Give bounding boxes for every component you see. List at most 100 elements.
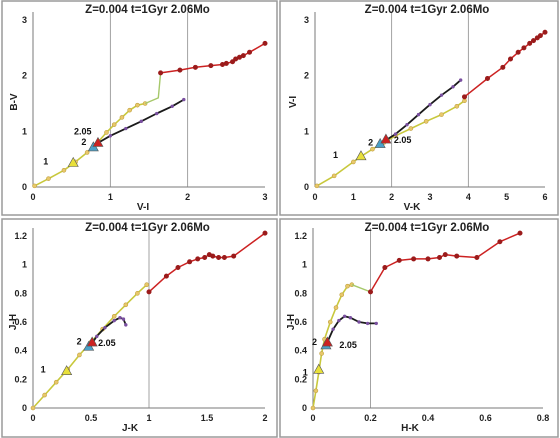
data-point [393, 132, 398, 136]
mass-annotation: 2 [81, 137, 86, 147]
y-tick-label: 0 [304, 182, 309, 192]
data-point [405, 122, 409, 127]
y-tick-label: 0 [22, 182, 27, 192]
mass-annotation: 2 [77, 336, 82, 346]
y-axis-label: B-V [9, 93, 20, 111]
data-point [436, 255, 442, 261]
data-point [515, 49, 521, 55]
data-point [155, 111, 159, 116]
data-point [351, 159, 356, 165]
data-point [521, 45, 527, 51]
x-tick-label: 2 [185, 192, 190, 202]
data-point [216, 255, 222, 261]
data-point [331, 327, 335, 331]
y-tick-label: 2 [304, 71, 309, 81]
mass-annotation: 1 [303, 367, 308, 377]
mass-annotation: 1 [333, 150, 338, 160]
x-tick-label: 0 [30, 413, 35, 423]
y-tick-label: 0 [302, 403, 307, 413]
x-tick-label: 0 [312, 192, 317, 202]
data-point [439, 93, 444, 97]
series-line-hook [144, 72, 162, 105]
mass-marker [321, 336, 333, 347]
data-point [208, 63, 214, 69]
data-point [339, 292, 345, 298]
data-point [428, 102, 432, 107]
data-point [103, 326, 107, 330]
y-tick-label: 3 [304, 15, 309, 25]
series-line-main-sequence [316, 100, 465, 187]
y-axis-label: V-I [288, 96, 299, 108]
data-point [202, 255, 208, 261]
data-point [108, 134, 113, 138]
data-point [118, 316, 122, 320]
data-point [127, 107, 132, 113]
data-point [507, 56, 513, 62]
data-point [210, 253, 216, 259]
data-point [327, 319, 333, 325]
data-point [121, 317, 126, 321]
data-point [527, 40, 533, 46]
data-point [170, 104, 174, 108]
mass-marker [67, 156, 79, 167]
data-point [230, 59, 236, 65]
chart-panel-2: Z=0.004 t=1Gyr 2.06Mo 0 1 2 3 4 5 6 0 1 2 3 V-K V-I 1 2… [279, 0, 559, 216]
data-point [262, 40, 268, 46]
mass-annotation: 1 [43, 157, 48, 167]
data-point [77, 352, 82, 358]
data-point [411, 256, 417, 262]
x-tick-label: 0.4 [422, 413, 435, 423]
y-axis-label: J-H [286, 314, 297, 330]
y-tick-label: 0.4 [294, 346, 307, 356]
mass-marker [355, 150, 367, 161]
data-point [123, 302, 129, 308]
data-point [408, 126, 414, 131]
x-tick-label: 0.5 [85, 413, 98, 423]
x-tick-label: 1 [351, 192, 356, 202]
y-tick-label: 1.2 [14, 231, 27, 241]
data-point [163, 273, 169, 279]
data-point [61, 168, 67, 173]
mass-marker [61, 365, 73, 376]
data-point [175, 265, 181, 271]
y-axis-label: J-H [8, 314, 19, 330]
data-point [139, 119, 143, 124]
data-point [442, 252, 448, 258]
data-point [542, 29, 548, 35]
y-tick-label: 0.8 [14, 288, 27, 298]
y-tick-label: 1 [302, 260, 307, 270]
data-point [124, 126, 128, 131]
x-tick-label: 1.5 [201, 413, 214, 423]
mass-marker [380, 133, 392, 144]
data-point [95, 334, 99, 339]
chart-title: Z=0.004 t=1Gyr 2.06Mo [365, 4, 490, 16]
chart-panel-4: Z=0.004 t=1Gyr 2.06Mo 0 0.2 0.4 0.6 0.8 0 0.2 0.… [279, 218, 559, 438]
mass-annotation: 1 [41, 365, 46, 375]
y-tick-label: 0.2 [294, 374, 307, 384]
y-tick-label: 1 [22, 260, 27, 270]
panel-frame [1, 218, 278, 438]
x-axis-label: J-K [122, 423, 139, 434]
data-point [112, 318, 116, 323]
data-point [497, 239, 503, 245]
data-point [313, 388, 319, 394]
data-point [177, 67, 183, 73]
mass-annotation: 2.05 [98, 338, 116, 348]
x-tick-label: 4 [466, 192, 471, 202]
series-line-agb [383, 79, 462, 143]
data-point [319, 351, 324, 356]
y-tick-label: 1.2 [294, 231, 307, 241]
data-point [53, 379, 59, 385]
data-point [223, 60, 229, 66]
data-point [135, 102, 140, 108]
mass-annotation: 2.05 [74, 126, 92, 136]
data-point [104, 130, 109, 135]
y-tick-label: 0.8 [294, 288, 307, 298]
mass-marker [92, 136, 104, 147]
y-tick-label: 0.6 [14, 317, 27, 327]
x-tick-label: 1 [146, 413, 151, 423]
data-point [461, 94, 467, 100]
data-point [192, 64, 198, 70]
